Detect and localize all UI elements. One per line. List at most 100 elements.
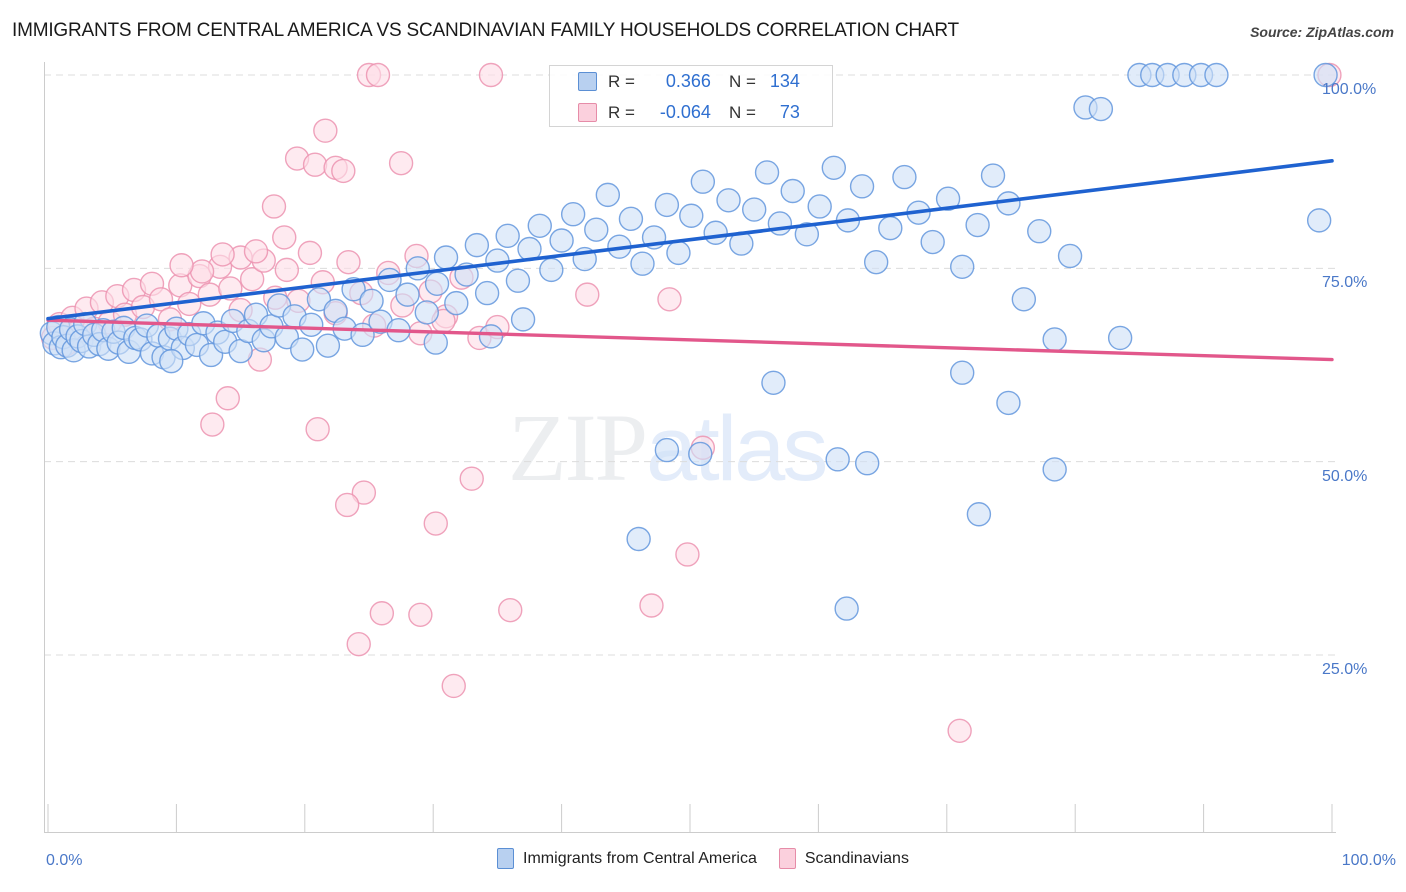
data-point-immigrants[interactable] [980,163,1006,188]
data-point-scandinavians[interactable] [947,718,972,743]
data-point-immigrants[interactable] [794,222,820,247]
data-point-immigrants[interactable] [863,249,889,275]
data-point-immigrants[interactable] [478,324,504,349]
data-point-scandinavians[interactable] [210,242,235,267]
data-point-scandinavians[interactable] [200,412,225,437]
data-point-scandinavians[interactable] [351,480,377,505]
data-point-scandinavians[interactable] [302,152,328,177]
data-point-immigrants[interactable] [849,174,875,199]
data-point-immigrants[interactable] [1011,287,1037,312]
data-point-immigrants[interactable] [395,282,420,307]
data-point-immigrants[interactable] [854,451,880,476]
data-point-immigrants[interactable] [716,188,741,213]
data-point-immigrants[interactable] [1204,62,1229,88]
data-point-scandinavians[interactable] [498,597,523,623]
data-point-immigrants[interactable] [666,240,691,266]
data-point-immigrants[interactable] [965,212,990,238]
data-point-immigrants[interactable] [834,596,859,621]
data-point-scandinavians[interactable] [388,150,414,176]
data-point-scandinavians[interactable] [274,257,300,283]
data-point-immigrants[interactable] [424,271,450,297]
data-point-immigrants[interactable] [539,257,564,283]
data-point-immigrants[interactable] [950,254,975,279]
data-point-immigrants[interactable] [299,312,324,337]
data-point-immigrants[interactable] [767,211,793,236]
data-point-scandinavians[interactable] [575,282,600,307]
data-point-immigrants[interactable] [505,268,531,293]
data-point-immigrants[interactable] [1088,96,1114,122]
data-point-scandinavians[interactable] [272,225,297,250]
data-point-immigrants[interactable] [159,348,184,374]
data-point-immigrants[interactable] [1313,62,1338,88]
data-point-scandinavians[interactable] [675,542,700,567]
data-point-immigrants[interactable] [290,337,315,362]
data-point-immigrants[interactable] [780,178,805,204]
data-points-immigrants[interactable] [39,62,1338,621]
data-point-immigrants[interactable] [703,220,728,245]
data-point-scandinavians[interactable] [197,282,222,307]
data-point-immigrants[interactable] [626,526,651,552]
data-point-scandinavians[interactable] [243,239,269,264]
data-point-immigrants[interactable] [630,251,655,276]
data-point-immigrants[interactable] [595,182,621,208]
data-point-scandinavians[interactable] [313,118,338,143]
data-points-scandinavians[interactable] [40,62,1342,743]
data-point-scandinavians[interactable] [261,194,287,219]
data-point-immigrants[interactable] [679,203,704,228]
data-point-scandinavians[interactable] [346,631,371,657]
data-point-scandinavians[interactable] [365,62,391,88]
data-point-immigrants[interactable] [688,441,713,467]
data-point-immigrants[interactable] [1042,327,1067,352]
data-point-immigrants[interactable] [433,245,459,270]
data-point-immigrants[interactable] [423,330,448,355]
data-point-scandinavians[interactable] [215,386,240,411]
data-point-scandinavians[interactable] [423,511,448,536]
data-point-immigrants[interactable] [878,215,903,241]
legend-item-scandinavians[interactable]: Scandinavians [778,848,909,869]
data-point-immigrants[interactable] [892,164,917,190]
data-point-immigrants[interactable] [966,502,992,527]
data-point-scandinavians[interactable] [369,601,395,626]
data-point-scandinavians[interactable] [408,602,433,627]
data-point-immigrants[interactable] [527,213,552,239]
data-point-immigrants[interactable] [549,228,574,253]
data-point-immigrants[interactable] [654,437,680,463]
data-point-immigrants[interactable] [444,290,469,316]
data-point-immigrants[interactable] [1057,243,1083,269]
data-point-scandinavians[interactable] [239,266,265,292]
data-point-immigrants[interactable] [1042,457,1067,482]
data-point-scandinavians[interactable] [331,158,356,184]
data-point-scandinavians[interactable] [189,259,215,284]
data-point-scandinavians[interactable] [334,492,360,518]
data-point-immigrants[interactable] [920,229,945,255]
data-point-immigrants[interactable] [306,287,332,312]
data-point-immigrants[interactable] [754,160,780,185]
data-point-immigrants[interactable] [495,223,520,249]
data-point-immigrants[interactable] [807,194,832,219]
data-point-immigrants[interactable] [359,288,384,314]
data-point-scandinavians[interactable] [459,466,484,491]
data-point-immigrants[interactable] [315,333,341,358]
data-point-immigrants[interactable] [1306,208,1332,233]
data-point-scandinavians[interactable] [305,416,330,442]
data-point-immigrants[interactable] [950,360,975,385]
data-point-immigrants[interactable] [560,201,586,227]
data-point-immigrants[interactable] [742,197,767,222]
data-point-immigrants[interactable] [414,300,439,325]
data-point-scandinavians[interactable] [169,253,194,278]
data-point-scandinavians[interactable] [657,287,682,312]
data-point-immigrants[interactable] [464,232,490,258]
data-point-immigrants[interactable] [761,370,786,395]
data-point-scandinavians[interactable] [478,62,504,88]
data-point-scandinavians[interactable] [297,240,323,266]
data-point-immigrants[interactable] [821,155,847,181]
legend-item-immigrants[interactable]: Immigrants from Central America [497,848,757,869]
data-point-scandinavians[interactable] [441,673,466,699]
data-point-immigrants[interactable] [1107,325,1133,351]
data-point-immigrants[interactable] [405,256,430,281]
data-point-scandinavians[interactable] [336,249,361,275]
data-point-immigrants[interactable] [584,217,609,242]
data-point-immigrants[interactable] [654,192,680,218]
data-point-immigrants[interactable] [996,390,1021,416]
data-point-scandinavians[interactable] [639,593,664,618]
